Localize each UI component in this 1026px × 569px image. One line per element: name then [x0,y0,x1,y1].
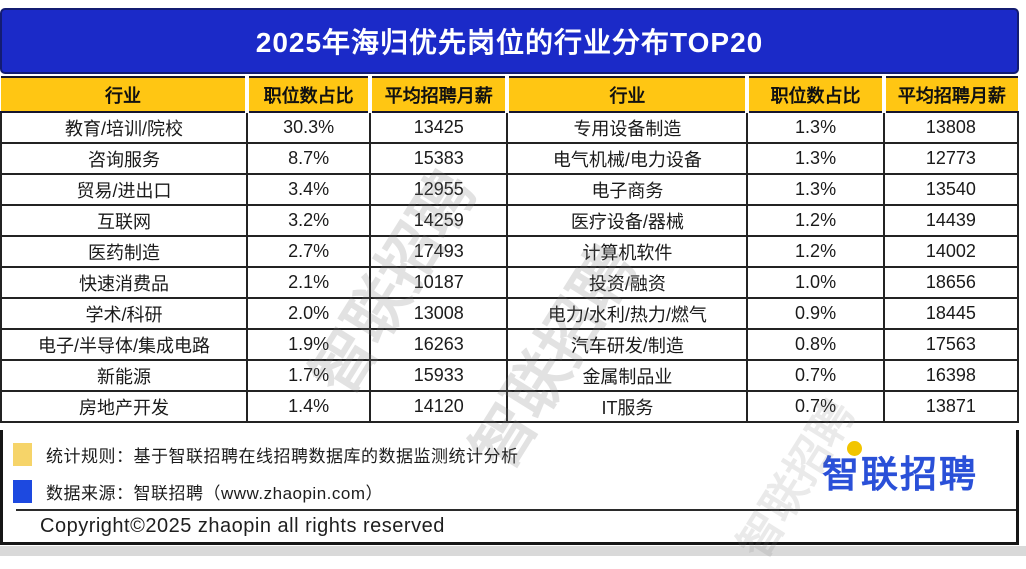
table-cell: 1.2% [746,204,885,237]
table-cell: 电子/半导体/集成电路 [0,328,249,361]
legend-data-source: 数据来源：智联招聘（www.zhaopin.com） [13,479,519,504]
table-cell: 快速消费品 [0,266,249,299]
table-cell: 医疗设备/器械 [506,204,749,237]
table-row: 学术/科研 2.0% 13008 电力/水利/热力/燃气 0.9% 18445 [0,297,1020,330]
table-cell: 12773 [882,142,1020,175]
legend-data-source-text: 数据来源：智联招聘（www.zhaopin.com） [46,484,384,503]
page-title: 2025年海归优先岗位的行业分布TOP20 [0,8,1019,74]
industry-table-wrap: 行业 职位数占比 平均招聘月薪 行业 职位数占比 平均招聘月薪 教育/培训/院校 30.3%… [0,76,1020,423]
table-cell: 1.9% [246,328,372,361]
table-header-cell: 平均招聘月薪 [881,76,1018,113]
table-cell: 计算机软件 [506,235,749,268]
table-cell: 医药制造 [0,235,249,268]
table-cell: 互联网 [0,204,249,237]
bottom-strip [0,546,1026,556]
table-cell: 3.2% [246,204,372,237]
table-cell: 14120 [369,390,509,423]
table-cell: 14439 [882,204,1020,237]
table-cell: 电力/水利/热力/燃气 [506,297,749,330]
table-cell: 2.7% [246,235,372,268]
table-cell: 电子商务 [506,173,749,206]
table-cell: 1.0% [746,266,885,299]
zhaopin-logo: 智联招聘 [822,441,978,498]
table-cell: 0.7% [746,390,885,423]
table-cell: 13808 [882,111,1020,144]
footer-divider [16,509,1016,511]
table-row: 电子/半导体/集成电路 1.9% 16263 汽车研发/制造 0.8% 17563 [0,328,1020,361]
table-cell: 30.3% [246,111,372,144]
table-cell: 教育/培训/院校 [0,111,249,144]
table-cell: 咨询服务 [0,142,249,175]
table-cell: 1.3% [746,111,885,144]
table-cell: 3.4% [246,173,372,206]
table-cell: 18445 [882,297,1020,330]
table-cell: 金属制品业 [506,359,749,392]
legend-yellow-swatch-icon [13,443,32,466]
table-cell: 14259 [369,204,509,237]
copyright-text: Copyright©2025 zhaopin all rights reserv… [40,515,445,537]
table-cell: 投资/融资 [506,266,749,299]
table-header-cell: 职位数占比 [245,76,373,113]
table-cell: 17563 [882,328,1020,361]
table-cell: 2.1% [246,266,372,299]
table-cell: 15383 [369,142,509,175]
table-cell: 12955 [369,173,509,206]
table-row: 新能源 1.7% 15933 金属制品业 0.7% 16398 [0,359,1020,392]
table-cell: 0.7% [746,359,885,392]
table-cell: 13540 [882,173,1020,206]
logo-dot-icon [847,441,862,456]
table-header-cell: 行业 [505,76,750,113]
table-cell: 房地产开发 [0,390,249,423]
table-row: 房地产开发 1.4% 14120 IT服务 0.7% 13871 [0,390,1020,423]
table-cell: 16398 [882,359,1020,392]
table-row: 教育/培训/院校 30.3% 13425 专用设备制造 1.3% 13808 [0,111,1020,144]
table-cell: 14002 [882,235,1020,268]
table-cell: 1.7% [246,359,372,392]
table-cell: 1.2% [746,235,885,268]
logo-text: 智联招聘 [822,454,978,495]
table-cell: 专用设备制造 [506,111,749,144]
table-cell: 0.9% [746,297,885,330]
table-cell: 1.3% [746,173,885,206]
table-row: 互联网 3.2% 14259 医疗设备/器械 1.2% 14439 [0,204,1020,237]
legend-stat-rule: 统计规则：基于智联招聘在线招聘数据库的数据监测统计分析 [13,442,519,467]
table-cell: 学术/科研 [0,297,249,330]
table-cell: 1.3% [746,142,885,175]
table-cell: 0.8% [746,328,885,361]
table-header-cell: 行业 [1,76,250,113]
table-header-row: 行业 职位数占比 平均招聘月薪 行业 职位数占比 平均招聘月薪 [1,76,1018,113]
footer: 统计规则：基于智联招聘在线招聘数据库的数据监测统计分析 数据来源：智联招聘（ww… [0,430,1019,545]
table-cell: 18656 [882,266,1020,299]
infographic-page: 2025年海归优先岗位的行业分布TOP20 行业 职位数占比 平均招聘月薪 行业 职位数… [0,8,1026,567]
table-cell: 13871 [882,390,1020,423]
table-cell: IT服务 [506,390,749,423]
table-cell: 汽车研发/制造 [506,328,749,361]
table-cell: 16263 [369,328,509,361]
table-cell: 8.7% [246,142,372,175]
table-cell: 13008 [369,297,509,330]
legend-stat-rule-text: 统计规则：基于智联招聘在线招聘数据库的数据监测统计分析 [46,447,519,466]
table-cell: 15933 [369,359,509,392]
table-cell: 新能源 [0,359,249,392]
table-cell: 1.4% [246,390,372,423]
table-cell: 2.0% [246,297,372,330]
table-row: 咨询服务 8.7% 15383 电气机械/电力设备 1.3% 12773 [0,142,1020,175]
table-row: 快速消费品 2.1% 10187 投资/融资 1.0% 18656 [0,266,1020,299]
table-cell: 13425 [369,111,509,144]
industry-table: 行业 职位数占比 平均招聘月薪 行业 职位数占比 平均招聘月薪 教育/培训/院校 30.3%… [0,76,1020,423]
table-row: 医药制造 2.7% 17493 计算机软件 1.2% 14002 [0,235,1020,268]
table-cell: 17493 [369,235,509,268]
table-cell: 电气机械/电力设备 [506,142,749,175]
table-cell: 贸易/进出口 [0,173,249,206]
table-row: 贸易/进出口 3.4% 12955 电子商务 1.3% 13540 [0,173,1020,206]
table-cell: 10187 [369,266,509,299]
legend: 统计规则：基于智联招聘在线招聘数据库的数据监测统计分析 数据来源：智联招聘（ww… [13,442,519,516]
table-header-cell: 职位数占比 [745,76,886,113]
legend-blue-swatch-icon [13,480,32,503]
table-header-cell: 平均招聘月薪 [368,76,510,113]
